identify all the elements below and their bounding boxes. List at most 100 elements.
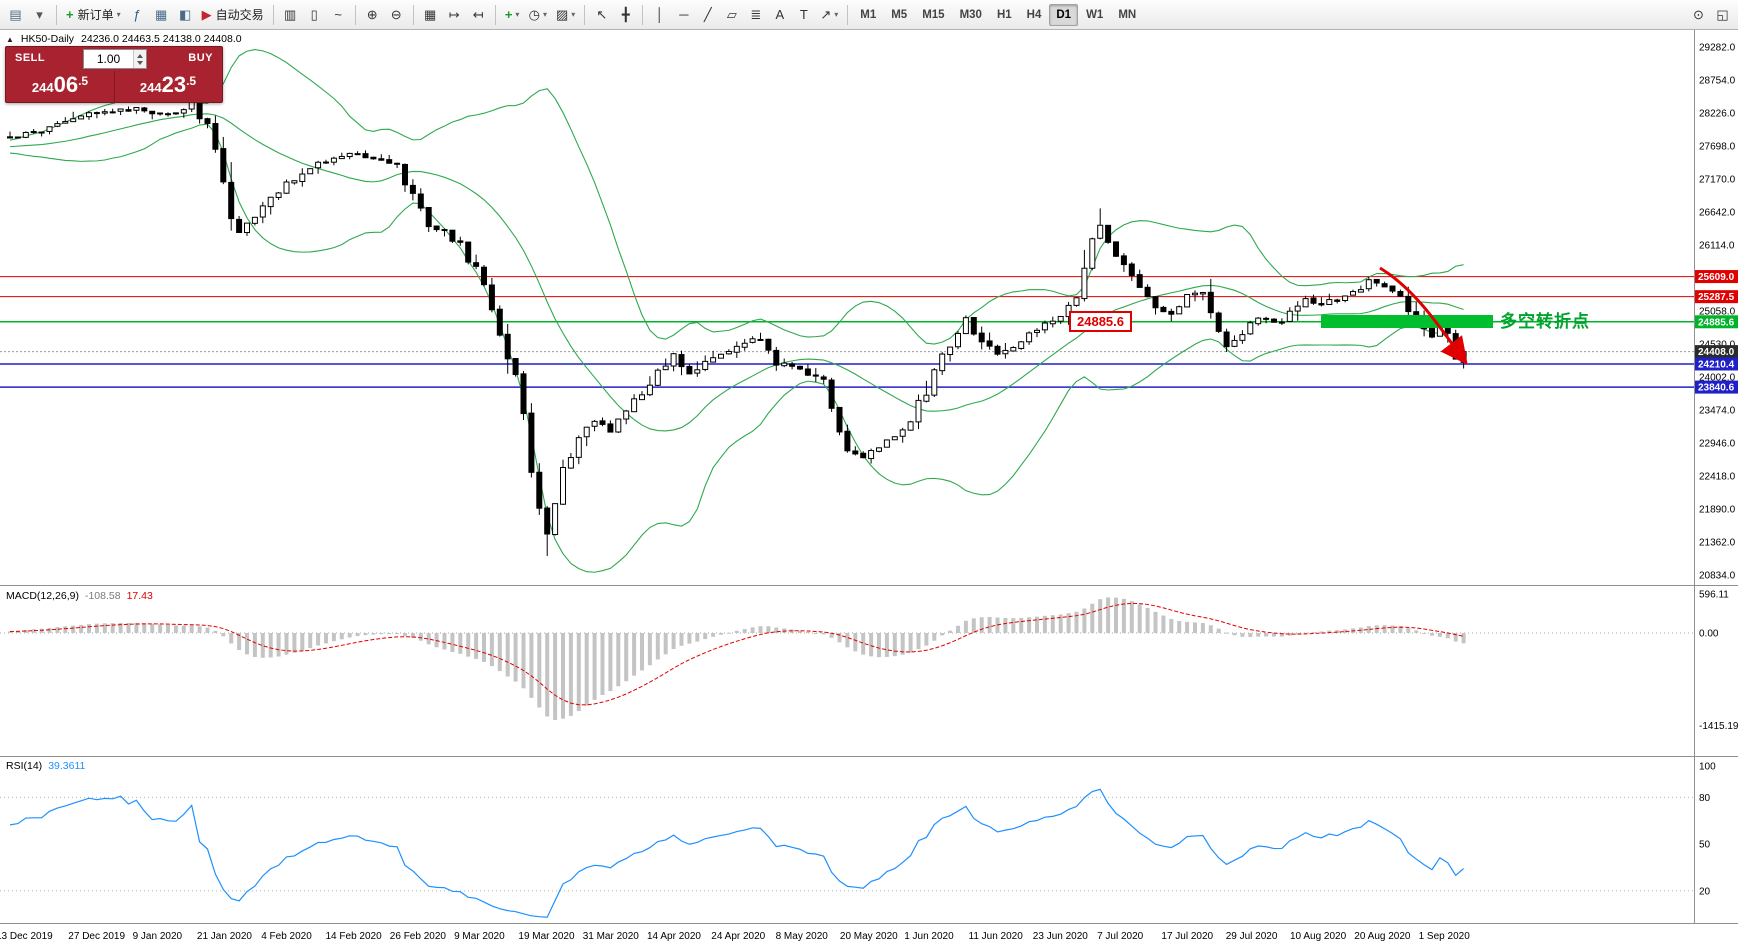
date-axis[interactable]: 13 Dec 2019 27 Dec 2019 9 Jan 2020 21 Jan 2… xyxy=(0,931,1470,942)
template-button[interactable]: ▨ ▾ xyxy=(552,3,579,27)
macd-histogram-bar xyxy=(1137,604,1142,633)
toolbar-right-buttons: ⊙ ◱ xyxy=(1687,3,1734,27)
indicators-button[interactable]: + ▾ xyxy=(501,3,524,27)
price-level-flag[interactable]: 24885.6 xyxy=(1069,311,1132,332)
toolbar-separator xyxy=(847,4,849,25)
macd-histogram-bar xyxy=(166,624,170,633)
crosshair-button[interactable]: ╋ xyxy=(614,3,637,27)
bear-candle xyxy=(236,218,243,233)
new-window-button[interactable]: ◱ xyxy=(1711,3,1734,27)
timeframe-w1-button[interactable]: W1 xyxy=(1086,8,1104,21)
search-button[interactable]: ⊙ xyxy=(1687,3,1710,27)
timeframe-h4-button[interactable]: H4 xyxy=(1026,8,1042,21)
fibonacci-button[interactable]: ≣ xyxy=(744,3,767,27)
date-label: 20 Aug 2020 xyxy=(1354,931,1411,942)
macd-histogram-bar xyxy=(616,633,621,687)
timeframe-h1-button[interactable]: H1 xyxy=(996,8,1012,21)
auto-scroll-button[interactable]: ↦ xyxy=(443,3,466,27)
text-button[interactable]: A xyxy=(768,3,791,27)
bull-candle xyxy=(623,410,630,420)
macd-histogram-bar xyxy=(671,633,676,650)
bollinger-lower-band xyxy=(9,123,1464,573)
buy-button[interactable]: 24423.5 xyxy=(114,74,222,97)
bull-candle xyxy=(1018,341,1025,349)
timeframe-mn-button[interactable]: MN xyxy=(1118,8,1137,21)
zoom-out-button[interactable]: ⊖ xyxy=(385,3,408,27)
macd-histogram-bar xyxy=(766,626,771,633)
chart-profiles-button[interactable]: ▾ xyxy=(28,3,51,27)
bull-candle xyxy=(1302,298,1309,308)
macd-histogram-bar xyxy=(1050,615,1055,633)
cursor-button[interactable]: ↖ xyxy=(590,3,613,27)
chart-shift-button[interactable]: ↤ xyxy=(467,3,490,27)
strategy-tester-button[interactable]: ◧ xyxy=(174,3,197,27)
timeframe-d1-button[interactable]: D1 xyxy=(1049,3,1079,26)
macd-histogram-bar xyxy=(703,633,708,640)
timeframe-m1-button[interactable]: M1 xyxy=(860,8,877,21)
data-window-button[interactable]: ▦ xyxy=(150,3,173,27)
sell-button[interactable]: 24406.5 xyxy=(6,74,114,97)
bear-candle xyxy=(1136,274,1143,288)
down-trend-arrow[interactable] xyxy=(1379,266,1468,365)
line-chart-button[interactable]: ~ xyxy=(327,3,350,27)
bar-chart-button[interactable]: ▥ xyxy=(279,3,302,27)
timeframe-m15-button[interactable]: M15 xyxy=(922,8,945,21)
equidistant-channel-button[interactable]: ▱ xyxy=(720,3,743,27)
new-order-button[interactable]: + 新订单 ▾ xyxy=(62,3,125,27)
bear-candle xyxy=(1215,312,1222,332)
new-chart-button[interactable]: ▤ xyxy=(4,3,27,27)
macd-histogram-bar xyxy=(458,633,463,654)
chart-drawings[interactable] xyxy=(1321,266,1493,365)
arrows-button[interactable]: ↗ ▾ xyxy=(816,3,842,27)
date-label: 9 Jan 2020 xyxy=(133,931,183,942)
expert-advisors-icon: ƒ xyxy=(133,7,141,22)
macd-histogram-bar xyxy=(908,633,913,653)
bear-candle xyxy=(828,379,835,409)
macd-histogram-bar xyxy=(1248,633,1253,637)
volume-down-icon[interactable] xyxy=(137,60,143,65)
timeframe-m5-button[interactable]: M5 xyxy=(891,8,908,21)
macd-histogram-bar xyxy=(1177,621,1182,633)
macd-histogram-bar xyxy=(316,633,321,646)
macd-histogram-bar xyxy=(1343,629,1348,633)
bear-candle xyxy=(1397,291,1404,297)
pivot-note-text[interactable]: 多空转折点 xyxy=(1500,312,1590,332)
macd-histogram-bar xyxy=(726,632,731,634)
chart-canvas[interactable]: 29282.0 28754.0 28226.0 27698.0 27170.0 26642… xyxy=(0,30,1738,945)
bear-candle xyxy=(496,308,503,336)
macd-histogram-bar xyxy=(1200,623,1205,633)
macd-histogram-bar xyxy=(450,633,455,652)
macd-histogram-bar xyxy=(1003,617,1008,633)
zoom-in-button[interactable]: ⊕ xyxy=(361,3,384,27)
candlestick-chart-button[interactable]: ▯ xyxy=(303,3,326,27)
price-scale[interactable]: 29282.0 28754.0 28226.0 27698.0 27170.0 26642… xyxy=(1695,43,1738,898)
autotrade-button[interactable]: ▶ 自动交易 xyxy=(198,3,268,27)
macd-histogram-bar xyxy=(687,633,692,644)
text-label-button[interactable]: T xyxy=(792,3,815,27)
price-scale-label: 21890.0 xyxy=(1699,505,1736,516)
timeframe-m30-button[interactable]: M30 xyxy=(959,8,982,21)
macd-label: MACD(12,26,9) xyxy=(6,590,79,602)
vertical-line-button[interactable]: │ xyxy=(648,3,671,27)
bear-candle xyxy=(1429,327,1435,338)
volume-up-icon[interactable] xyxy=(137,53,143,58)
horizontal-lines[interactable] xyxy=(0,276,1694,388)
bull-candle xyxy=(291,180,298,184)
periods-button[interactable]: ◷ ▾ xyxy=(525,3,551,27)
volume-spinner[interactable] xyxy=(133,50,146,68)
expert-advisors-button[interactable]: ƒ xyxy=(126,3,149,27)
macd-histogram-bar xyxy=(1058,614,1063,633)
volume-stepper[interactable]: 1.00 xyxy=(83,49,147,69)
macd-histogram-bar xyxy=(1264,633,1269,637)
tile-windows-icon: ▦ xyxy=(423,7,437,22)
horizontal-line-button[interactable]: ─ xyxy=(672,3,695,27)
pivot-zone-rectangle[interactable] xyxy=(1321,315,1493,328)
tile-windows-button[interactable]: ▦ xyxy=(419,3,442,27)
trendline-button[interactable]: ╱ xyxy=(696,3,719,27)
macd-histogram-bar xyxy=(442,633,447,650)
macd-histogram-bar xyxy=(1129,601,1134,633)
macd-histogram-bar xyxy=(8,631,12,633)
one-click-collapse-arrow[interactable]: ▲ xyxy=(6,34,14,44)
bull-candle xyxy=(1034,329,1040,333)
volume-input[interactable]: 1.00 xyxy=(96,52,121,66)
